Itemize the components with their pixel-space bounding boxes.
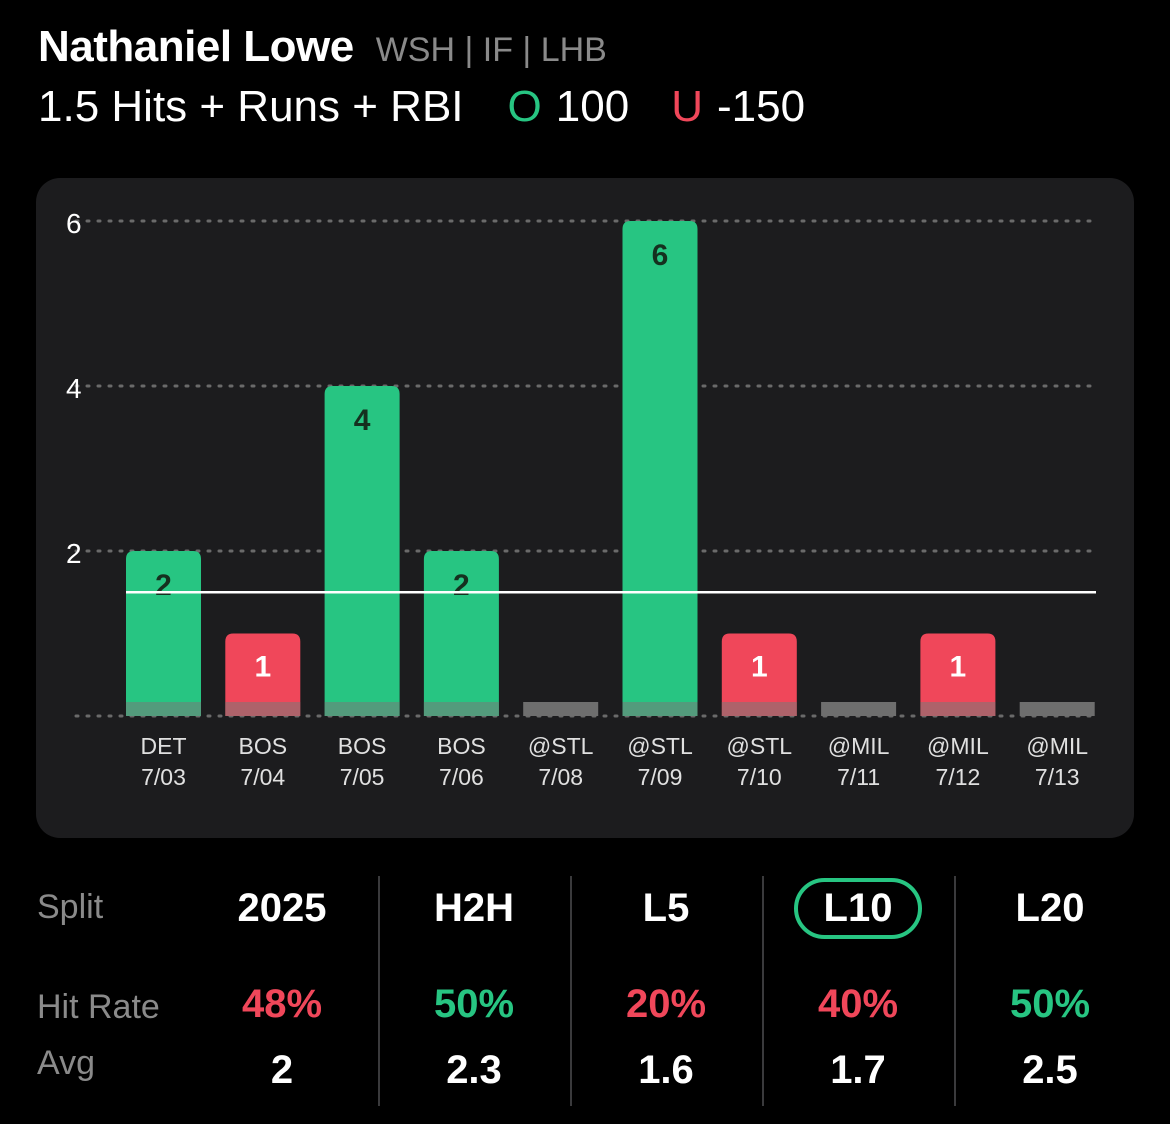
column-divider: [570, 876, 572, 1106]
hit-rate-value: 40%: [817, 982, 899, 1026]
split-tab-label: L10: [793, 878, 923, 939]
bar[interactable]: [920, 633, 996, 717]
x-tick-opponent: BOS: [239, 733, 288, 759]
avg-value: 2.5: [1022, 1048, 1078, 1092]
splits-table: Split Hit Rate Avg 2025 48% 2 H2H 50% 2.3 L5 20…: [0, 870, 1170, 1110]
avg-value: 1.6: [638, 1048, 694, 1092]
x-tick-date: 7/05: [340, 764, 385, 790]
bar[interactable]: [622, 221, 698, 716]
x-tick-date: 7/03: [141, 764, 186, 790]
x-tick-date: 7/13: [1035, 764, 1080, 790]
bar-value-label: 6: [652, 239, 669, 272]
avg-row-label: Avg: [37, 1044, 95, 1082]
x-tick-date: 7/11: [837, 764, 880, 790]
bar-value-label: 2: [453, 569, 470, 602]
player-name: Nathaniel Lowe: [38, 22, 354, 71]
column-divider: [954, 876, 956, 1106]
split-tab-label: L5: [642, 886, 690, 930]
split-tab-label: L20: [1015, 886, 1085, 930]
x-tick-opponent: @MIL: [1026, 733, 1088, 759]
x-tick-opponent: @STL: [727, 733, 793, 759]
bar-base: [225, 702, 301, 716]
hit-rate-value: 48%: [241, 982, 323, 1026]
bar-base: [721, 702, 797, 716]
split-tab-h2h[interactable]: H2H: [378, 886, 570, 931]
split-tab-l20[interactable]: L20: [954, 886, 1146, 931]
bar[interactable]: [721, 633, 797, 717]
split-tab-l10[interactable]: L10: [762, 878, 954, 939]
x-tick-opponent: @STL: [627, 733, 693, 759]
x-tick-date: 7/04: [240, 764, 285, 790]
bar-value-label: 4: [354, 404, 371, 437]
bar-base: [324, 702, 400, 716]
hit-rate-row-label: Hit Rate: [37, 988, 160, 1026]
bar[interactable]: [225, 633, 301, 717]
x-tick-date: 7/06: [439, 764, 484, 790]
y-tick-label: 2: [66, 538, 82, 569]
x-tick-opponent: BOS: [338, 733, 387, 759]
bar-base: [126, 702, 201, 716]
over-label[interactable]: O: [507, 82, 542, 131]
bar-base: [920, 702, 996, 716]
x-tick-date: 7/12: [936, 764, 981, 790]
bar-chart: 2 4 6 2 DET 7/03 1 BOS 7/04 4 BOS 7/05 2 BOS 7/06 @STL 7…: [66, 208, 1098, 790]
x-tick-opponent: BOS: [437, 733, 486, 759]
avg-value: 1.7: [830, 1048, 886, 1092]
bar-empty[interactable]: [1019, 702, 1095, 716]
y-tick-label: 6: [66, 208, 82, 239]
column-divider: [762, 876, 764, 1106]
bar-value-label: 1: [254, 651, 271, 684]
bar-empty[interactable]: [821, 702, 897, 716]
split-row-label: Split: [37, 888, 104, 926]
chart-card: 2 4 6 2 DET 7/03 1 BOS 7/04 4 BOS 7/05 2 BOS 7/06 @STL 7…: [36, 178, 1134, 838]
x-tick-opponent: @MIL: [927, 733, 989, 759]
under-label[interactable]: U: [671, 82, 703, 131]
x-tick-date: 7/09: [638, 764, 683, 790]
header: Nathaniel Lowe WSH | IF | LHB 1.5 Hits +…: [38, 22, 805, 132]
x-tick-opponent: @MIL: [828, 733, 890, 759]
x-tick-date: 7/08: [538, 764, 583, 790]
y-tick-label: 4: [66, 373, 82, 404]
hit-rate-value: 20%: [625, 982, 707, 1026]
x-tick-opponent: @STL: [528, 733, 594, 759]
split-tab-2025[interactable]: 2025: [186, 886, 378, 931]
bar-base: [622, 702, 698, 716]
x-tick-date: 7/10: [737, 764, 782, 790]
player-meta: WSH | IF | LHB: [375, 31, 607, 69]
under-odds[interactable]: -150: [716, 82, 806, 131]
avg-value: 2: [270, 1048, 294, 1092]
bar-value-label: 1: [950, 651, 967, 684]
prop-line: 1.5 Hits + Runs + RBI: [38, 82, 464, 131]
column-divider: [378, 876, 380, 1106]
split-tab-label: H2H: [433, 886, 515, 930]
bar-base: [423, 702, 499, 716]
x-tick-opponent: DET: [141, 733, 187, 759]
split-tab-label: 2025: [237, 886, 327, 930]
split-tab-l5[interactable]: L5: [570, 886, 762, 931]
hit-rate-value: 50%: [433, 982, 515, 1026]
over-odds[interactable]: 100: [555, 82, 630, 131]
bar[interactable]: [324, 386, 400, 716]
bar-value-label: 1: [751, 651, 768, 684]
avg-value: 2.3: [446, 1048, 502, 1092]
hit-rate-value: 50%: [1009, 982, 1091, 1026]
bar-value-label: 2: [155, 569, 172, 602]
bar-empty[interactable]: [523, 702, 599, 716]
